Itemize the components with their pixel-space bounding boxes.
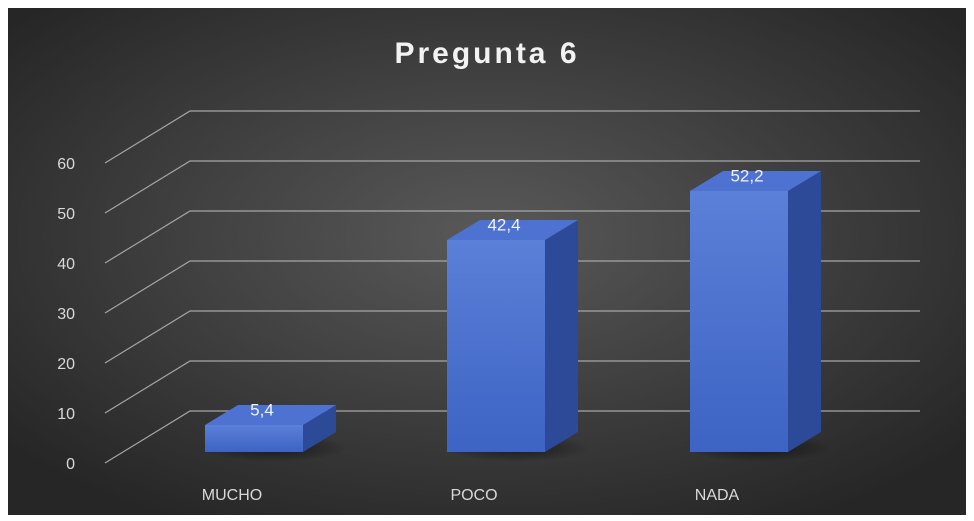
bar	[205, 425, 303, 452]
x-tick-label: POCO	[450, 487, 497, 504]
bar-top	[690, 171, 821, 191]
y-tick-label: 20	[57, 356, 75, 373]
bar-side	[303, 405, 336, 452]
y-tick-label: 40	[57, 256, 75, 273]
bar-side	[545, 220, 578, 452]
grid-line	[104, 310, 920, 364]
y-tick-label: 10	[57, 406, 75, 423]
grid-line	[104, 410, 920, 464]
grid-line	[104, 360, 920, 414]
x-tick-label: MUCHO	[202, 487, 262, 504]
grid-line	[104, 110, 920, 164]
data-label: 5,4	[250, 400, 274, 419]
grid-line	[104, 260, 920, 314]
x-tick-label: NADA	[695, 487, 740, 504]
y-tick-label: 30	[57, 306, 75, 323]
data-label: 52,2	[730, 166, 763, 185]
y-tick-label: 0	[66, 456, 75, 473]
bar-top	[205, 405, 336, 425]
data-label: 42,4	[487, 215, 520, 234]
bar-top	[447, 220, 578, 240]
y-tick-label: 50	[57, 206, 75, 223]
bar	[690, 191, 788, 452]
bar	[447, 240, 545, 452]
y-tick-label: 60	[57, 156, 75, 173]
bar-side	[788, 171, 821, 452]
grid-line	[104, 210, 920, 264]
grid-line	[104, 160, 920, 214]
chart-title: Pregunta 6	[394, 37, 579, 70]
